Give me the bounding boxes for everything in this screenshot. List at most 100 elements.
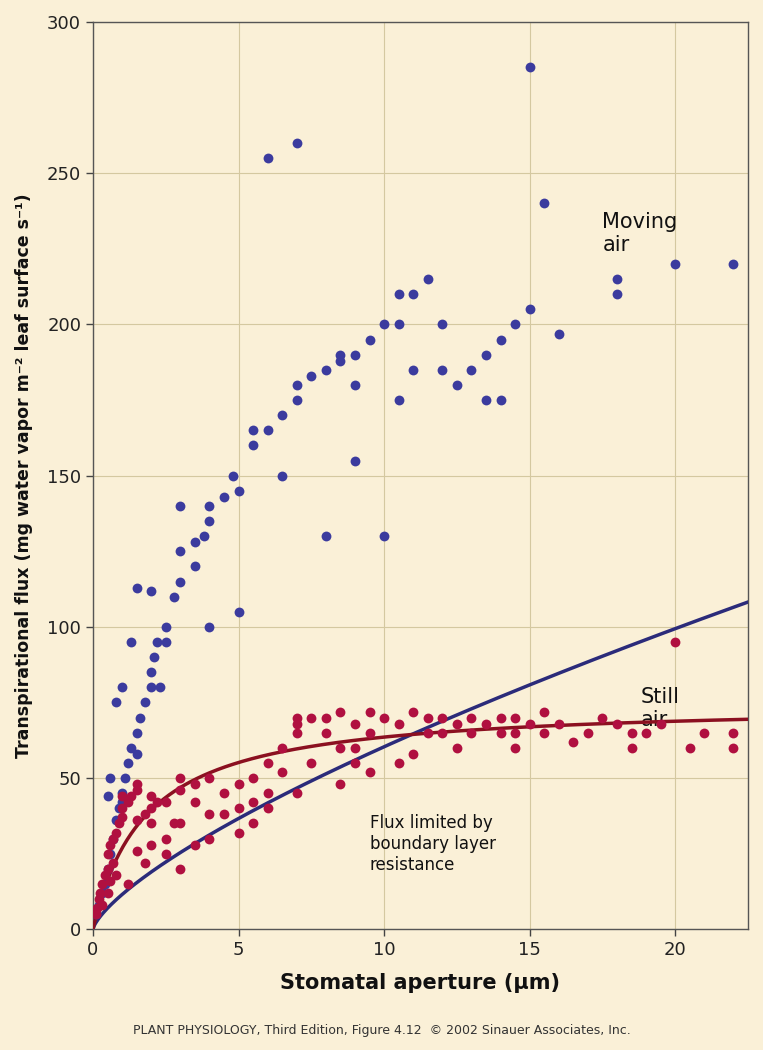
Point: [363, 704, 375, 720]
Point: [552, 715, 565, 732]
Point: [363, 331, 375, 348]
Point: [727, 739, 739, 756]
Point: [188, 794, 201, 811]
Point: [669, 633, 681, 650]
Point: [139, 694, 151, 711]
Point: [611, 271, 623, 288]
Point: [451, 715, 463, 732]
Point: [378, 316, 390, 333]
Point: [110, 812, 122, 828]
Point: [124, 788, 137, 804]
Point: [276, 739, 288, 756]
Point: [480, 715, 492, 732]
Point: [494, 709, 507, 726]
Point: [94, 884, 106, 901]
Point: [101, 788, 114, 804]
Point: [451, 377, 463, 394]
Point: [552, 326, 565, 342]
Text: Flux limited by
boundary layer
resistance: Flux limited by boundary layer resistanc…: [369, 815, 495, 874]
Point: [509, 724, 521, 741]
Point: [684, 739, 696, 756]
Point: [247, 815, 259, 832]
Point: [145, 815, 157, 832]
Point: [626, 724, 638, 741]
Point: [407, 361, 420, 378]
Point: [90, 906, 102, 923]
Point: [159, 845, 172, 862]
Point: [130, 842, 143, 859]
Point: [422, 271, 434, 288]
Point: [110, 866, 122, 883]
Point: [98, 866, 111, 883]
Point: [116, 800, 128, 817]
Point: [113, 815, 125, 832]
Point: [105, 845, 117, 862]
Point: [276, 406, 288, 423]
Text: Moving
air: Moving air: [603, 212, 678, 255]
Point: [334, 739, 346, 756]
Point: [538, 704, 550, 720]
Point: [727, 255, 739, 272]
Point: [407, 704, 420, 720]
Point: [108, 831, 120, 847]
Point: [174, 543, 186, 560]
Point: [174, 573, 186, 590]
Point: [349, 453, 361, 469]
Point: [611, 286, 623, 302]
Point: [218, 806, 230, 823]
Point: [320, 709, 332, 726]
Point: [640, 724, 652, 741]
Point: [116, 788, 128, 804]
Point: [378, 709, 390, 726]
Point: [334, 353, 346, 370]
Point: [349, 755, 361, 772]
Point: [334, 346, 346, 363]
Point: [101, 845, 114, 862]
Point: [465, 361, 478, 378]
Point: [116, 808, 128, 825]
Text: PLANT PHYSIOLOGY, Third Edition, Figure 4.12  © 2002 Sinauer Associates, Inc.: PLANT PHYSIOLOGY, Third Edition, Figure …: [133, 1025, 630, 1037]
Point: [247, 437, 259, 454]
Point: [494, 392, 507, 408]
Point: [151, 633, 163, 650]
Point: [108, 831, 120, 847]
Point: [363, 724, 375, 741]
Point: [611, 715, 623, 732]
Point: [130, 782, 143, 799]
Point: [276, 467, 288, 484]
Point: [655, 715, 667, 732]
Point: [130, 580, 143, 596]
Point: [188, 776, 201, 793]
Point: [262, 784, 274, 801]
Point: [169, 815, 181, 832]
Point: [320, 528, 332, 545]
Point: [509, 739, 521, 756]
Point: [92, 897, 105, 914]
Point: [108, 855, 120, 872]
Point: [509, 709, 521, 726]
Point: [291, 377, 303, 394]
Point: [122, 755, 134, 772]
Point: [480, 392, 492, 408]
Point: [363, 763, 375, 780]
Point: [523, 301, 536, 318]
Point: [101, 884, 114, 901]
Point: [626, 739, 638, 756]
Point: [349, 346, 361, 363]
Point: [320, 724, 332, 741]
Point: [159, 633, 172, 650]
Point: [538, 195, 550, 212]
Point: [105, 873, 117, 889]
Point: [154, 679, 166, 696]
Point: [174, 770, 186, 786]
Point: [392, 755, 404, 772]
Point: [203, 498, 215, 514]
Point: [247, 770, 259, 786]
Point: [334, 776, 346, 793]
Point: [233, 482, 245, 499]
Point: [116, 794, 128, 811]
Point: [122, 794, 134, 811]
Point: [95, 897, 108, 914]
Point: [392, 392, 404, 408]
Point: [392, 316, 404, 333]
